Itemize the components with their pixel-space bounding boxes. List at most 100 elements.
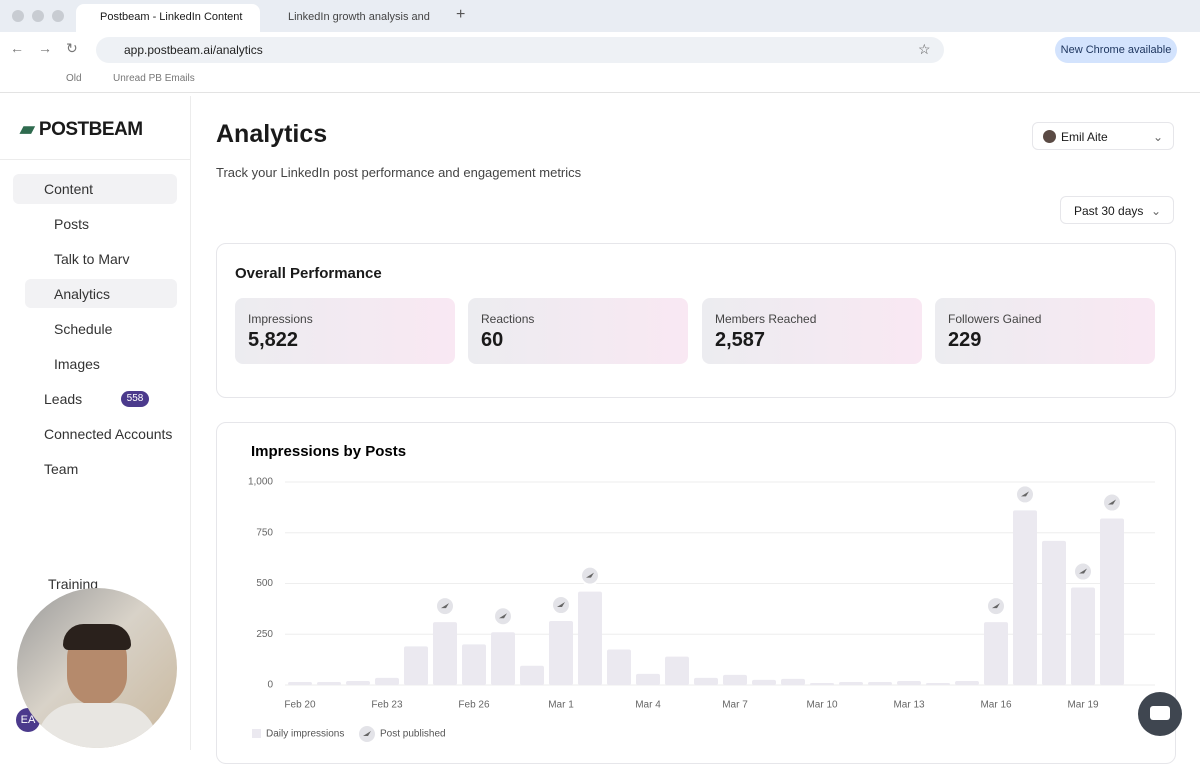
nav-active-item xyxy=(25,279,177,308)
y-tick-label: 1,000 xyxy=(248,477,273,488)
x-tick-label: Mar 10 xyxy=(806,700,838,711)
chart-title: Impressions by Posts xyxy=(251,443,406,460)
x-tick-label: Mar 19 xyxy=(1067,700,1099,711)
user-select[interactable]: Emil Aite ⌄ xyxy=(1032,122,1174,150)
bookmark[interactable]: Old xyxy=(66,73,82,84)
bookmarks-bar: Old Unread PB Emails xyxy=(0,68,1200,93)
y-tick-label: 0 xyxy=(267,680,273,691)
bar xyxy=(897,680,921,685)
icons xyxy=(17,188,31,189)
metric-value: 5,822 xyxy=(248,329,299,351)
bar xyxy=(433,622,457,685)
post-marker-glyph xyxy=(586,572,594,578)
metric-label: Followers Gained xyxy=(948,312,1042,326)
bar xyxy=(752,679,776,685)
metric-card: Followers Gained 229 xyxy=(935,298,1155,364)
nav-item[interactable]: Posts xyxy=(54,216,90,232)
url: app.postbeam.ai/analytics xyxy=(124,43,263,57)
bar xyxy=(491,632,515,685)
bar xyxy=(578,591,602,685)
post-marker-glyph xyxy=(1021,491,1029,497)
section-title: Overall Performance xyxy=(235,265,382,282)
bookmark[interactable]: Unread PB Emails xyxy=(113,73,195,84)
webcam-overlay xyxy=(17,588,177,748)
bar xyxy=(694,677,718,685)
tab[interactable]: Postbeam - LinkedIn Content xyxy=(76,4,260,32)
nav-item[interactable]: Analytics xyxy=(54,286,111,302)
metric-card: Members Reached 2,587 xyxy=(702,298,922,364)
bar xyxy=(723,674,747,685)
nav-active-group xyxy=(13,174,177,204)
bar xyxy=(868,681,892,685)
bar xyxy=(984,622,1008,685)
bar xyxy=(375,677,399,685)
chat-button[interactable] xyxy=(1138,692,1182,736)
bar xyxy=(1013,510,1037,685)
address-bar[interactable]: app.postbeam.ai/analytics ☆ xyxy=(96,37,944,63)
post-marker-glyph xyxy=(499,613,507,619)
bar xyxy=(549,621,573,685)
y-tick-label: 250 xyxy=(256,629,273,640)
bar xyxy=(955,680,979,685)
bar xyxy=(346,680,370,685)
logo-text: POSTBEAM xyxy=(38,119,143,140)
nav-item[interactable]: Leads xyxy=(44,391,83,407)
nav-buttons[interactable]: ←→↻ xyxy=(10,40,92,56)
post-marker-glyph xyxy=(363,731,371,736)
divider xyxy=(0,159,190,160)
page-subtitle: Track your LinkedIn post performance and… xyxy=(216,165,582,180)
bar xyxy=(665,656,689,685)
bar xyxy=(317,681,341,685)
bar xyxy=(1071,587,1095,685)
bar xyxy=(607,649,631,685)
x-tick-label: Mar 13 xyxy=(893,700,925,711)
x-tick-label: Mar 7 xyxy=(722,700,748,711)
post-marker-glyph xyxy=(441,603,449,609)
logo[interactable]: ▰ POSTBEAM xyxy=(20,119,143,140)
tab[interactable]: LinkedIn growth analysis and xyxy=(288,11,430,23)
nav-item[interactable]: Content xyxy=(44,181,94,197)
x-tick-label: Mar 1 xyxy=(548,700,574,711)
metric-value: 2,587 xyxy=(715,329,766,351)
metric-card: Reactions 60 xyxy=(468,298,688,364)
bookmark-star[interactable]: ☆ xyxy=(918,41,931,57)
leads-badge: 558 xyxy=(121,391,149,407)
bar xyxy=(926,682,950,685)
period-select[interactable]: Past 30 days ⌄ xyxy=(1060,196,1174,224)
x-tick-label: Feb 20 xyxy=(284,700,316,711)
y-tick-label: 500 xyxy=(256,578,273,589)
nav-item[interactable]: Team xyxy=(44,461,79,477)
metric-card: Impressions 5,822 xyxy=(235,298,455,364)
update-button[interactable]: New Chrome available xyxy=(1055,37,1177,63)
user-name: Emil Aite xyxy=(1061,130,1108,144)
legend-label: Post published xyxy=(380,729,446,740)
nav-item[interactable]: Images xyxy=(54,356,100,372)
bar xyxy=(1042,540,1066,685)
toolbar: ←→↻ app.postbeam.ai/analytics ☆ New Chro… xyxy=(0,32,1200,68)
tab-bar: Postbeam - LinkedIn Content LinkedIn gro… xyxy=(0,0,1200,32)
metric-value: 60 xyxy=(481,329,504,351)
bar xyxy=(288,681,312,685)
post-marker-glyph xyxy=(992,603,1000,609)
bar xyxy=(636,673,660,685)
x-tick-label: Mar 16 xyxy=(980,700,1012,711)
new-tab[interactable]: + xyxy=(456,6,466,23)
bar xyxy=(520,665,544,685)
nav-item[interactable]: Talk to Marv xyxy=(54,251,130,267)
bar xyxy=(1100,518,1124,685)
period: Past 30 days xyxy=(1074,204,1144,218)
nav-item[interactable]: Schedule xyxy=(54,321,113,337)
metric-label: Members Reached xyxy=(715,312,817,326)
nav-item[interactable]: Connected Accounts xyxy=(44,426,173,442)
x-tick-label: Feb 26 xyxy=(458,700,490,711)
metric-label: Impressions xyxy=(248,312,313,326)
legend-label: Daily impressions xyxy=(266,729,344,740)
bar xyxy=(810,682,834,685)
window-controls[interactable] xyxy=(12,10,68,22)
bar xyxy=(781,678,805,685)
chart: Impressions by Posts 0 250 500 750 1,000 Feb … xyxy=(248,443,1155,744)
metric-value: 229 xyxy=(948,329,982,351)
post-marker-glyph xyxy=(1108,499,1116,505)
y-tick-label: 750 xyxy=(256,527,273,538)
